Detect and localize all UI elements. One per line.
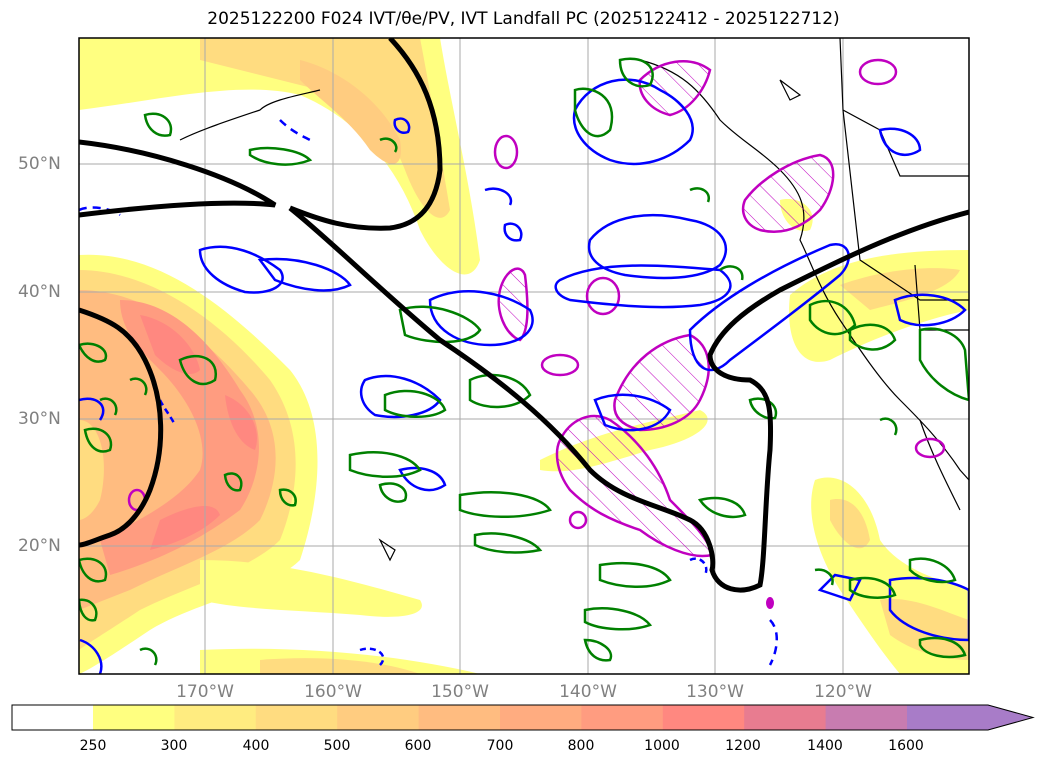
lat-label-50n: 50°N: [18, 154, 61, 174]
colorbar-label: 300: [160, 738, 188, 754]
colorbar-label: 400: [242, 738, 270, 754]
lon-label-140w: 140°W: [559, 682, 617, 702]
colorbar-label: 500: [323, 738, 351, 754]
colorbar-segment: [418, 705, 501, 730]
lat-label-40n: 40°N: [18, 282, 61, 302]
colorbar-extend-arrow: [988, 705, 1033, 730]
colorbar-under-segment: [12, 705, 93, 730]
lon-label-170w: 170°W: [176, 682, 234, 702]
colorbar-label: 250: [79, 738, 107, 754]
colorbar-label: 600: [404, 738, 432, 754]
map-title: 2025122200 F024 IVT/θe/PV, IVT Landfall …: [207, 9, 840, 29]
map-frame: [78, 37, 970, 675]
theta-e-contours: [79, 57, 969, 666]
colorbar-segment: [581, 705, 664, 730]
lon-label-160w: 160°W: [304, 682, 362, 702]
colorbar-segment: [255, 705, 338, 730]
lon-label-130w: 130°W: [686, 682, 744, 702]
colorbar-label: 1400: [807, 738, 843, 754]
lon-label-120w: 120°W: [814, 682, 872, 702]
lat-label-30n: 30°N: [18, 409, 61, 429]
colorbar-segment: [662, 705, 745, 730]
colorbar-segments: [12, 705, 988, 730]
lon-label-150w: 150°W: [431, 682, 489, 702]
colorbar-label: 1200: [725, 738, 761, 754]
colorbar-label: 1000: [644, 738, 680, 754]
colorbar-segment: [500, 705, 582, 730]
colorbar-outline: [11, 704, 1035, 731]
colorbar-label: 1600: [888, 738, 924, 754]
colorbar-segment: [907, 705, 988, 730]
colorbar-segment: [744, 705, 827, 730]
ivt-map: [78, 37, 970, 675]
colorbar-label: 800: [567, 738, 595, 754]
lat-label-20n: 20°N: [18, 536, 61, 556]
colorbar-label: 700: [486, 738, 514, 754]
coastlines: [179, 38, 969, 562]
colorbar-segment: [93, 705, 175, 730]
ivt-black-contours: [79, 38, 969, 593]
colorbar-segment: [337, 705, 420, 730]
colorbar-segment: [174, 705, 257, 730]
pv-contours: [79, 78, 969, 674]
colorbar: [11, 704, 1035, 731]
ivt-shading: [79, 38, 969, 674]
colorbar-segment: [825, 705, 908, 730]
landfall-pc-regions: [127, 58, 946, 609]
